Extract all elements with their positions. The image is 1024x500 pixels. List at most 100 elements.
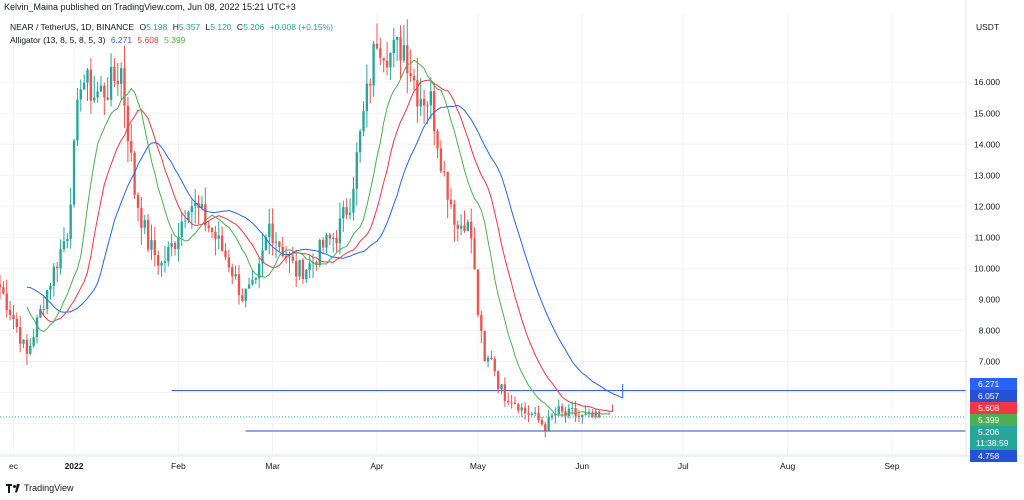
candle[interactable] xyxy=(66,233,69,249)
candle[interactable] xyxy=(170,233,173,257)
candle[interactable] xyxy=(429,77,433,120)
candle[interactable] xyxy=(500,383,503,395)
candle[interactable] xyxy=(210,227,214,239)
candle[interactable] xyxy=(507,392,510,406)
candle[interactable] xyxy=(503,377,507,408)
candle[interactable] xyxy=(412,68,416,90)
candle[interactable] xyxy=(278,241,281,253)
candle[interactable] xyxy=(527,405,530,423)
candles[interactable] xyxy=(0,19,601,438)
candle[interactable] xyxy=(76,87,79,147)
candle[interactable] xyxy=(449,187,453,209)
candle[interactable] xyxy=(328,233,332,246)
candle[interactable] xyxy=(93,75,96,104)
candle[interactable] xyxy=(348,198,352,220)
candle[interactable] xyxy=(342,200,345,232)
candle[interactable] xyxy=(220,226,224,252)
candle[interactable] xyxy=(496,370,500,394)
tradingview-footer[interactable]: TradingView xyxy=(6,483,74,493)
indicator-legend[interactable]: Alligator (13, 8, 5, 8, 5, 3) 6.271 5.60… xyxy=(10,35,188,45)
candle[interactable] xyxy=(274,231,278,259)
candle[interactable] xyxy=(130,123,133,162)
candle[interactable] xyxy=(25,334,29,365)
candle[interactable] xyxy=(2,280,5,295)
candle[interactable] xyxy=(22,339,25,349)
candle[interactable] xyxy=(49,283,52,300)
candle[interactable] xyxy=(480,310,483,344)
candle[interactable] xyxy=(19,316,22,353)
candle[interactable] xyxy=(140,197,143,245)
candle[interactable] xyxy=(315,260,318,271)
candle[interactable] xyxy=(372,41,375,97)
candle[interactable] xyxy=(106,77,109,101)
candle[interactable] xyxy=(113,58,116,87)
candle[interactable] xyxy=(99,76,103,93)
candle[interactable] xyxy=(200,195,204,210)
candle[interactable] xyxy=(146,214,150,253)
candle[interactable] xyxy=(382,57,385,73)
candle[interactable] xyxy=(584,405,587,416)
candle[interactable] xyxy=(234,265,237,280)
candle[interactable] xyxy=(567,403,571,419)
candle[interactable] xyxy=(150,224,153,260)
candle[interactable] xyxy=(476,269,480,318)
candle[interactable] xyxy=(540,416,544,427)
candle[interactable] xyxy=(244,288,247,308)
candle[interactable] xyxy=(167,241,170,267)
candle[interactable] xyxy=(550,412,554,421)
candle[interactable] xyxy=(409,49,412,82)
candle[interactable] xyxy=(268,208,271,255)
candle[interactable] xyxy=(510,394,513,409)
candle[interactable] xyxy=(338,202,342,255)
candle[interactable] xyxy=(533,407,537,417)
candle[interactable] xyxy=(493,356,496,377)
candle[interactable] xyxy=(345,198,348,220)
candle[interactable] xyxy=(62,227,66,253)
candle[interactable] xyxy=(422,89,426,125)
candle[interactable] xyxy=(436,129,439,159)
candle[interactable] xyxy=(12,305,15,330)
candle[interactable] xyxy=(32,329,35,348)
candle[interactable] xyxy=(194,189,197,224)
candle[interactable] xyxy=(358,128,362,163)
candle[interactable] xyxy=(473,227,476,270)
candle[interactable] xyxy=(557,399,560,416)
candle[interactable] xyxy=(513,396,517,405)
candle[interactable] xyxy=(103,82,106,116)
candle[interactable] xyxy=(69,187,72,249)
candle[interactable] xyxy=(365,64,369,128)
candle[interactable] xyxy=(82,74,86,91)
candle[interactable] xyxy=(123,45,126,129)
candle[interactable] xyxy=(490,350,493,361)
candle[interactable] xyxy=(392,27,395,68)
candle[interactable] xyxy=(453,199,456,242)
candle[interactable] xyxy=(5,279,8,318)
candle[interactable] xyxy=(537,406,540,423)
candle[interactable] xyxy=(187,210,190,224)
candle[interactable] xyxy=(466,219,470,232)
candle[interactable] xyxy=(207,221,210,233)
candle[interactable] xyxy=(456,220,459,242)
candle[interactable] xyxy=(241,288,244,303)
candle[interactable] xyxy=(254,276,257,285)
candle[interactable] xyxy=(325,232,328,254)
candle[interactable] xyxy=(395,36,399,61)
candle[interactable] xyxy=(362,101,365,137)
candle[interactable] xyxy=(247,277,251,289)
candle[interactable] xyxy=(597,409,601,419)
candle[interactable] xyxy=(416,57,419,123)
candle[interactable] xyxy=(271,208,274,256)
candle[interactable] xyxy=(520,403,523,417)
candle[interactable] xyxy=(231,263,234,285)
candle[interactable] xyxy=(335,230,338,252)
candle[interactable] xyxy=(109,53,113,107)
candle[interactable] xyxy=(463,210,466,233)
candle[interactable] xyxy=(180,212,183,247)
candle[interactable] xyxy=(433,82,436,146)
candle[interactable] xyxy=(89,57,93,114)
candle[interactable] xyxy=(547,409,550,431)
candle[interactable] xyxy=(119,62,123,100)
candle[interactable] xyxy=(79,79,82,112)
candle[interactable] xyxy=(35,314,39,344)
candle[interactable] xyxy=(72,138,76,208)
